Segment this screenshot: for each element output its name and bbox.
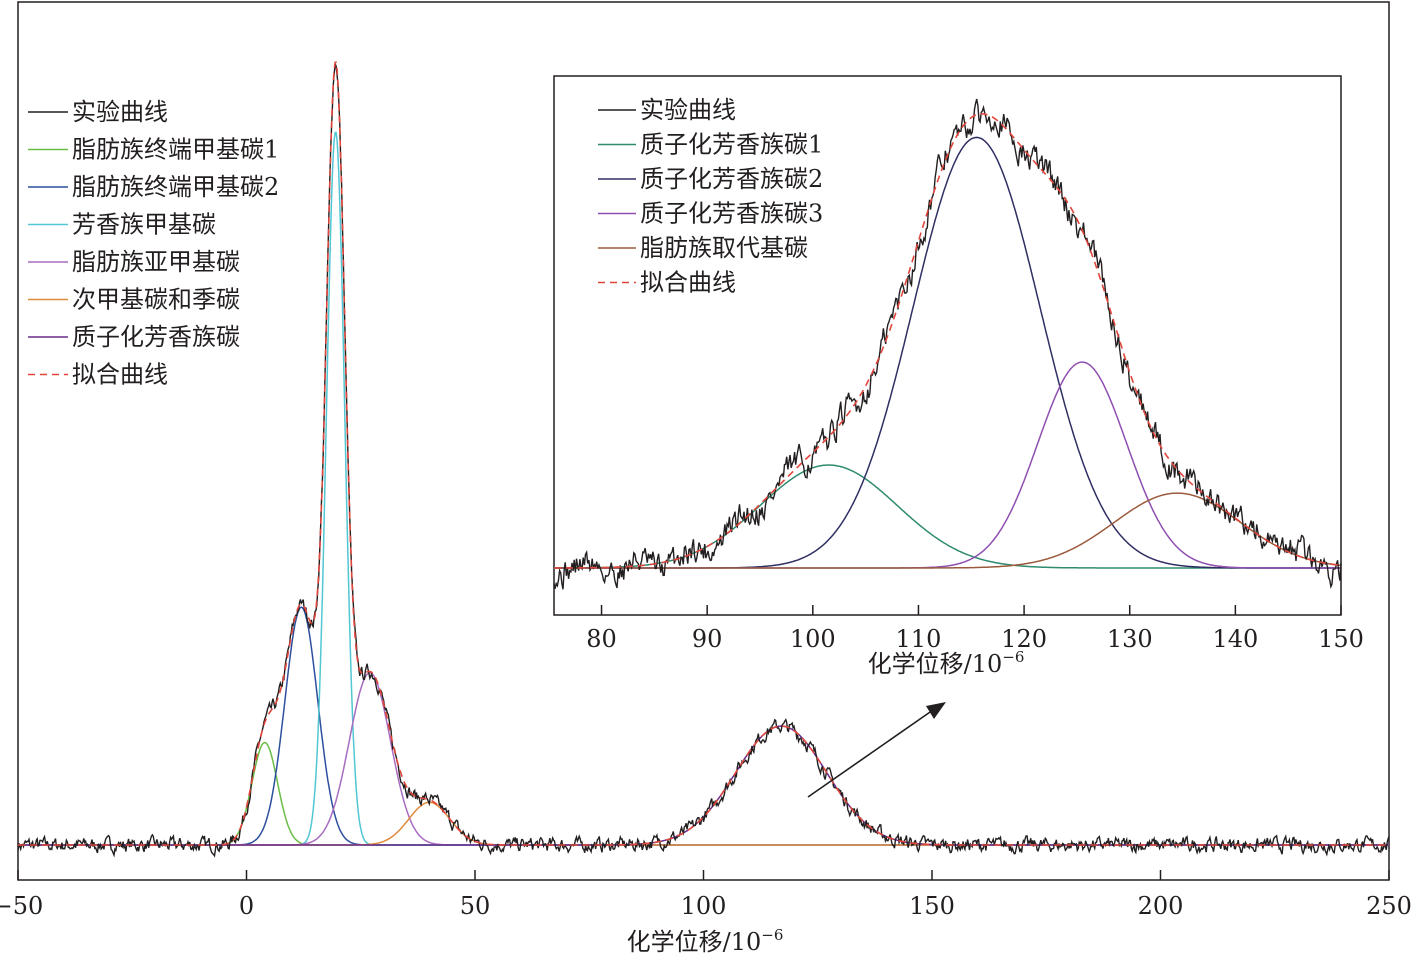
- panel1-fitted-curve: [18, 61, 1389, 846]
- panel2-experimental-curve: [553, 98, 1342, 590]
- panel1-legend-entry: 质子化芳香族碳: [28, 323, 240, 351]
- main-x-axis-title-text: 化学位移/10: [627, 928, 762, 956]
- main-x-axis-title-sup: −6: [761, 926, 783, 944]
- panel1-experimental-curve: [17, 61, 1390, 858]
- inset-x-axis-title-sup: −6: [1002, 648, 1024, 666]
- panel2-x-tick-label: 110: [896, 625, 942, 653]
- panel2-x-tick-label: 120: [1001, 625, 1047, 653]
- panel2-legend-entry: 拟合曲线: [598, 269, 736, 297]
- panel2-legend-entry: 脂肪族取代基碳: [598, 234, 808, 262]
- inset-x-axis-title: 化学位移/10−6: [868, 648, 1025, 678]
- panel2-legend-label: 拟合曲线: [640, 269, 736, 297]
- panel2-legend-label: 质子化芳香族碳2: [640, 165, 823, 193]
- panel1-legend-label: 质子化芳香族碳: [72, 323, 240, 351]
- panel1-legend-entry: 脂肪族终端甲基碳1: [28, 136, 279, 164]
- panel1-x-tick-label: 250: [1366, 892, 1411, 920]
- panel2-x-tick-label: 100: [790, 625, 836, 653]
- panel2-x-tick-label: 90: [692, 625, 723, 653]
- panel1-x-tick-label: 200: [1138, 892, 1184, 920]
- inset-background: [554, 76, 1341, 615]
- inset-x-axis-title-text: 化学位移/10: [868, 650, 1003, 678]
- panel1-legend-entry: 实验曲线: [28, 98, 168, 126]
- panel1-x-tick-label: 150: [909, 892, 955, 920]
- panel1-legend-label: 脂肪族终端甲基碳1: [72, 136, 279, 164]
- panel1-legend-entry: 拟合曲线: [28, 361, 168, 389]
- panel1-x-tick-label: 100: [681, 892, 727, 920]
- panel1-component-1: [18, 741, 1389, 846]
- panel1-legend-label: 芳香族甲基碳: [72, 211, 216, 239]
- panel1-legend-label: 脂肪族终端甲基碳2: [72, 173, 279, 201]
- panel1-legend-entry: 脂肪族终端甲基碳2: [28, 173, 279, 201]
- panel2-legend-label: 质子化芳香族碳3: [640, 200, 823, 228]
- panel2-legend-entry: 质子化芳香族碳1: [598, 131, 823, 159]
- zoom-arrow-head: [926, 702, 946, 719]
- panel2-component-4: [554, 492, 1342, 569]
- panel2-legend-label: 实验曲线: [640, 96, 736, 124]
- inset-curves: [553, 98, 1342, 590]
- panel2-fitted-curve: [554, 113, 1342, 569]
- panel2-x-tick-label: 140: [1212, 625, 1258, 653]
- panel1-legend-entry: 次甲基碳和季碳: [28, 286, 240, 314]
- zoom-arrow: [807, 709, 934, 798]
- panel2-x-tick-label: 80: [586, 625, 617, 653]
- panel2-legend-label: 脂肪族取代基碳: [640, 234, 808, 262]
- panel2-x-tick-label: 150: [1318, 625, 1364, 653]
- inset-plot-frame: [553, 75, 1342, 616]
- panel1-legend-label: 实验曲线: [72, 98, 168, 126]
- panel1-legend-entry: 脂肪族亚甲基碳: [28, 248, 240, 276]
- main-x-axis-title: 化学位移/10−6: [627, 926, 784, 956]
- panel1-x-tick-label: −50: [0, 892, 43, 920]
- panel1-component-6: [18, 725, 1389, 846]
- panel2-x-tick-label: 130: [1107, 625, 1153, 653]
- panel1-x-tick-label: 0: [239, 892, 254, 920]
- main-x-axis: −50 0 50 100 150 200 250: [0, 870, 1411, 920]
- main-curves: [17, 61, 1390, 858]
- panel1-legend-label: 脂肪族亚甲基碳: [72, 248, 240, 276]
- inset-x-axis: 80 90 100 110 120 130 140 150: [586, 605, 1364, 653]
- panel2-legend-entry: 质子化芳香族碳3: [598, 200, 823, 228]
- panel1-legend-entry: 芳香族甲基碳: [28, 211, 216, 239]
- panel2-legend-entry: 实验曲线: [598, 96, 736, 124]
- panel1-legend-label: 拟合曲线: [72, 361, 168, 389]
- panel2-legend-entry: 质子化芳香族碳2: [598, 165, 823, 193]
- panel2-legend-label: 质子化芳香族碳1: [640, 131, 823, 159]
- panel1-legend-label: 次甲基碳和季碳: [72, 286, 240, 314]
- panel1-x-tick-label: 50: [460, 892, 491, 920]
